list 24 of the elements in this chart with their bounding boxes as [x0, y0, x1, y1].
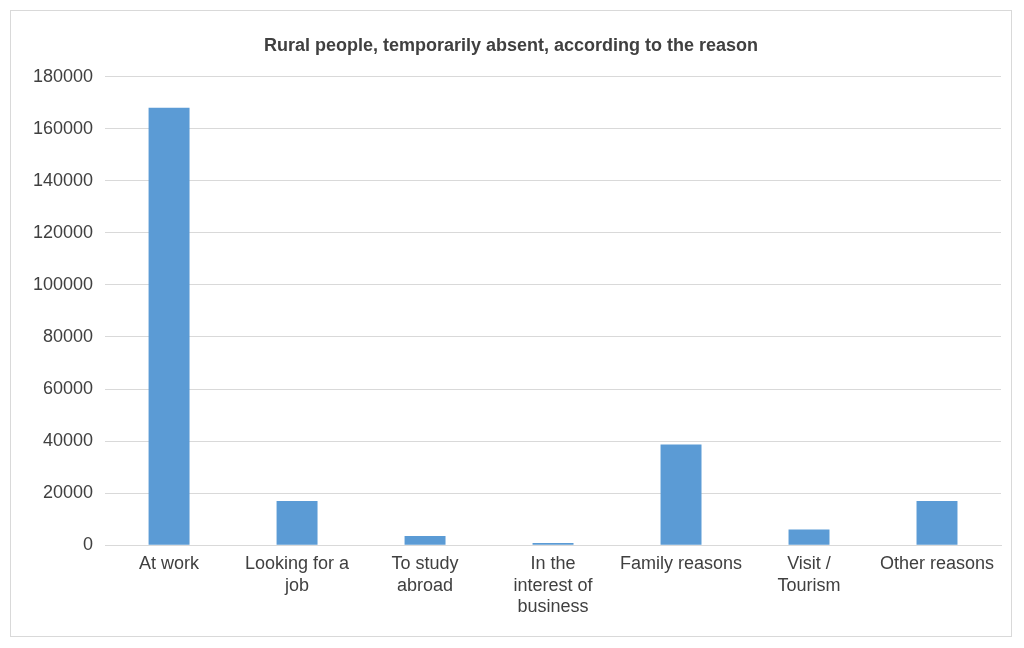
x-tick-label: At work — [139, 552, 201, 573]
x-tick-label: In the interest of business — [513, 552, 594, 617]
x-tick-label: Family reasons — [620, 552, 743, 573]
bar — [148, 107, 190, 545]
bar — [916, 500, 958, 545]
y-tick-label: 60000 — [43, 377, 94, 398]
y-tick-label: 80000 — [43, 325, 94, 346]
y-tick-label: 0 — [83, 534, 94, 555]
y-tick-label: 180000 — [32, 65, 94, 86]
bar — [660, 444, 702, 545]
chart-title: Rural people, temporarily absent, according to the reason — [263, 34, 759, 55]
x-tick-label: To study abroad — [391, 552, 459, 595]
bar — [276, 500, 318, 545]
bar — [404, 536, 446, 545]
bar — [788, 529, 830, 545]
y-tick-label: 20000 — [43, 482, 94, 503]
x-tick-label: Other reasons — [879, 552, 995, 573]
y-tick-label: 160000 — [32, 117, 94, 138]
x-tick-label: Visit / Tourism — [777, 552, 841, 595]
y-tick-label: 100000 — [32, 273, 94, 294]
x-tick-label: Looking for a job — [245, 552, 351, 595]
y-tick-label: 40000 — [43, 430, 94, 451]
y-tick-label: 120000 — [32, 221, 94, 242]
y-tick-label: 140000 — [32, 169, 94, 190]
